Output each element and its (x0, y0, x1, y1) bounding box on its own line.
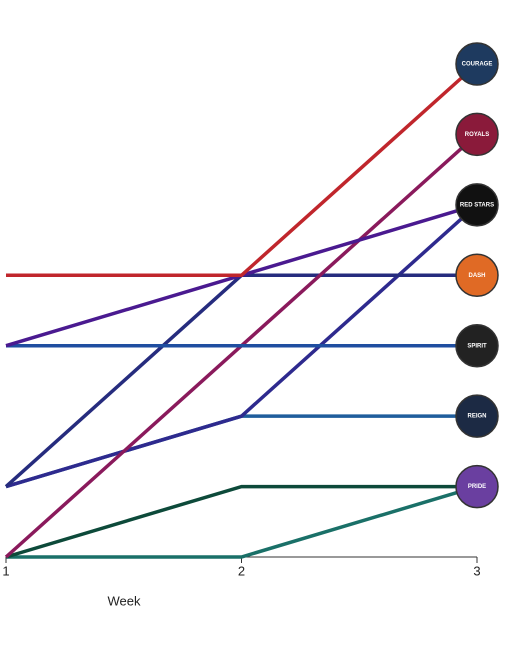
logo-badge (455, 253, 499, 298)
series-line (5, 484, 477, 559)
logo-text: COURAGE (462, 62, 493, 68)
x-tick-label: 3 (473, 563, 480, 578)
x-tick-label: 2 (238, 563, 245, 578)
series-line (4, 273, 477, 488)
x-axis-label: Week (108, 593, 141, 608)
team-logo: DASH (455, 253, 499, 298)
series-line (6, 484, 478, 559)
x-tick-label: 1 (2, 563, 9, 578)
logo-text: ROYALS (465, 132, 489, 138)
team-logo: SPIRIT (455, 323, 499, 368)
team-logo: RED STARS (455, 183, 499, 227)
logo-text: DASH (468, 273, 485, 279)
logo-text: PRIDE (468, 484, 486, 490)
logo-badge (455, 394, 499, 438)
series-line (5, 414, 477, 489)
logo-text: RED STARS (460, 202, 494, 208)
team-logo: COURAGE (455, 42, 499, 86)
logo-text: SPIRIT (467, 343, 487, 349)
logo-badge (455, 42, 499, 86)
logo-text: REIGN (467, 414, 486, 420)
logo-badge (455, 323, 499, 368)
team-logo: REIGN (455, 394, 499, 438)
team-logo: PRIDE (455, 464, 499, 509)
logo-badge (455, 112, 499, 157)
logo-badge (455, 464, 499, 509)
logo-badge (455, 183, 499, 227)
series-line (6, 62, 479, 278)
team-logo: ROYALS (455, 112, 499, 157)
